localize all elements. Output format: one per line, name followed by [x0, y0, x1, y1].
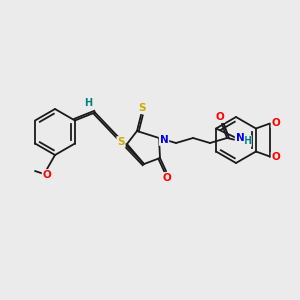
Text: O: O	[216, 112, 224, 122]
Text: H: H	[84, 98, 92, 109]
Text: O: O	[272, 118, 280, 128]
Text: S: S	[138, 103, 146, 113]
Text: O: O	[272, 152, 280, 163]
Text: N: N	[160, 135, 168, 145]
Text: O: O	[43, 170, 51, 180]
Text: O: O	[163, 173, 171, 183]
Text: N: N	[236, 133, 244, 143]
Text: S: S	[117, 137, 125, 147]
Text: H: H	[243, 136, 251, 146]
